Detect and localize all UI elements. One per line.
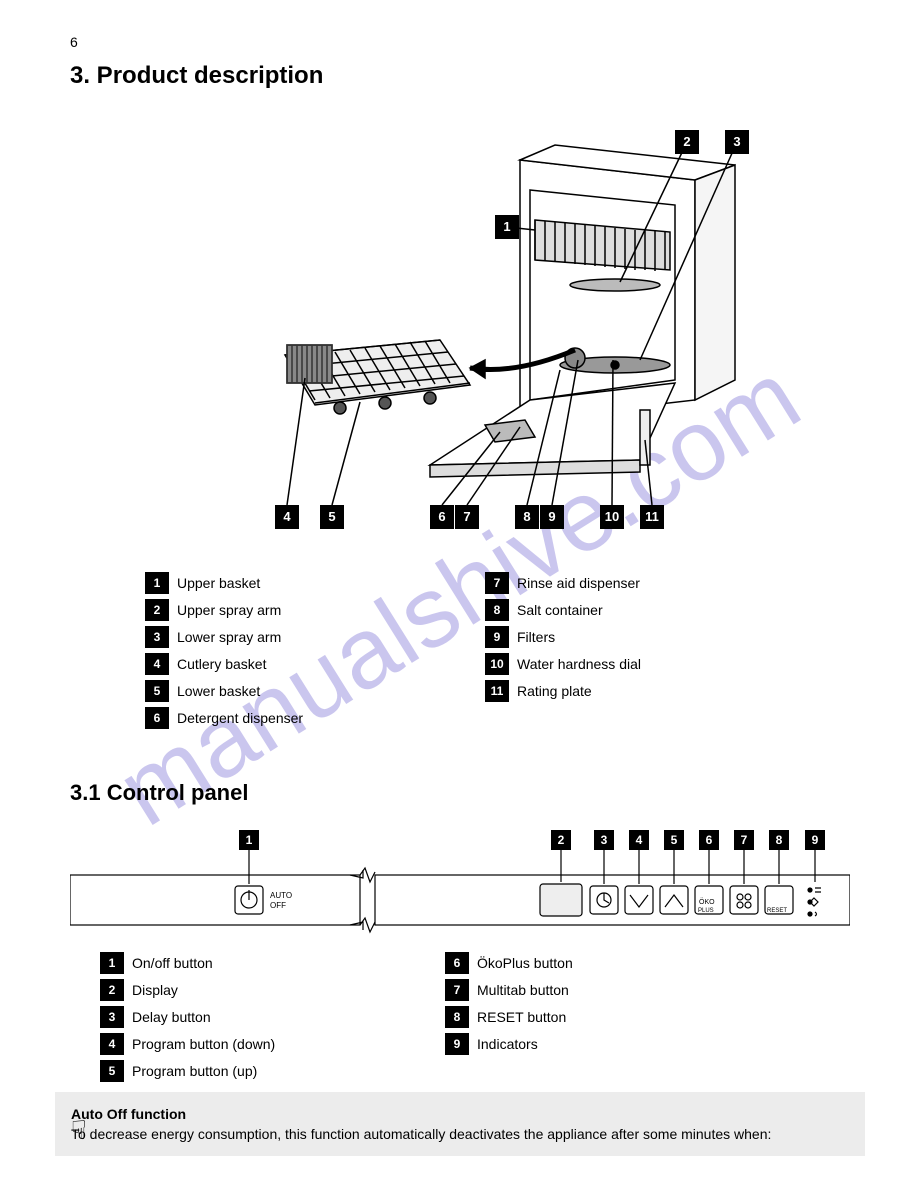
- legend-label: On/off button: [132, 955, 213, 971]
- legend-label: ÖkoPlus button: [477, 955, 573, 971]
- legend-label: Cutlery basket: [177, 656, 266, 672]
- note-body: To decrease energy consumption, this fun…: [71, 1126, 771, 1142]
- note-title: Auto Off function: [71, 1106, 186, 1122]
- callout-10: 10: [600, 505, 624, 529]
- legend-label: Lower spray arm: [177, 629, 281, 645]
- panel-callout-3: 3: [594, 830, 614, 850]
- legend-label: Display: [132, 982, 178, 998]
- control-panel-diagram: AUTO OFF ÖKO PLUS RESET: [70, 820, 850, 945]
- product-diagram: 1 2 3 4 5 6 7 8 9 10 11: [245, 120, 795, 550]
- legend-label: Filters: [517, 629, 555, 645]
- callout-7: 7: [455, 505, 479, 529]
- legend-label: Delay button: [132, 1009, 211, 1025]
- panel-callout-9: 9: [805, 830, 825, 850]
- page: manualshive.com 6 3. Product description: [0, 0, 918, 1188]
- callout-6: 6: [430, 505, 454, 529]
- section-title: 3. Product description: [70, 62, 323, 90]
- panel-svg: AUTO OFF ÖKO PLUS RESET: [70, 820, 850, 940]
- panel-legend-right: 6ÖkoPlus button 7Multitab button 8RESET …: [445, 950, 775, 1058]
- legend-label: Program button (up): [132, 1063, 257, 1079]
- legend-label: Rating plate: [517, 683, 592, 699]
- panel-title: 3.1 Control panel: [70, 780, 248, 806]
- diagram-legend-left: 1Upper basket 2Upper spray arm 3Lower sp…: [145, 570, 465, 732]
- callout-11: 11: [640, 505, 664, 529]
- legend-label: Multitab button: [477, 982, 569, 998]
- diagram-legend-right: 7Rinse aid dispenser 8Salt container 9Fi…: [485, 570, 805, 705]
- callout-9: 9: [540, 505, 564, 529]
- legend-label: Upper basket: [177, 575, 260, 591]
- panel-callout-2: 2: [551, 830, 571, 850]
- callout-3: 3: [725, 130, 749, 154]
- panel-callout-7: 7: [734, 830, 754, 850]
- panel-callout-8: 8: [769, 830, 789, 850]
- svg-text:RESET: RESET: [767, 908, 787, 914]
- callout-4: 4: [275, 505, 299, 529]
- legend-label: Program button (down): [132, 1036, 275, 1052]
- legend-label: Detergent dispenser: [177, 710, 303, 726]
- legend-label: Indicators: [477, 1036, 538, 1052]
- note-box: Auto Off function To decrease energy con…: [55, 1092, 865, 1156]
- page-number: 6: [70, 34, 78, 50]
- legend-label: Rinse aid dispenser: [517, 575, 640, 591]
- callout-8: 8: [515, 505, 539, 529]
- legend-label: Lower basket: [177, 683, 260, 699]
- callout-2: 2: [675, 130, 699, 154]
- panel-callout-4: 4: [629, 830, 649, 850]
- legend-label: RESET button: [477, 1009, 566, 1025]
- callout-1: 1: [495, 215, 519, 239]
- svg-text:AUTO: AUTO: [270, 891, 292, 900]
- panel-legend-left: 1On/off button 2Display 3Delay button 4P…: [100, 950, 430, 1085]
- legend-label: Salt container: [517, 602, 603, 618]
- diagram-svg: [245, 120, 795, 550]
- panel-callout-5: 5: [664, 830, 684, 850]
- panel-callout-6: 6: [699, 830, 719, 850]
- legend-label: Water hardness dial: [517, 656, 641, 672]
- legend-label: Upper spray arm: [177, 602, 281, 618]
- callout-5: 5: [320, 505, 344, 529]
- svg-text:PLUS: PLUS: [698, 908, 714, 914]
- svg-text:OFF: OFF: [270, 901, 286, 910]
- svg-text:ÖKO: ÖKO: [699, 898, 715, 906]
- panel-callout-1: 1: [239, 830, 259, 850]
- hand-icon: ☟: [71, 1115, 87, 1146]
